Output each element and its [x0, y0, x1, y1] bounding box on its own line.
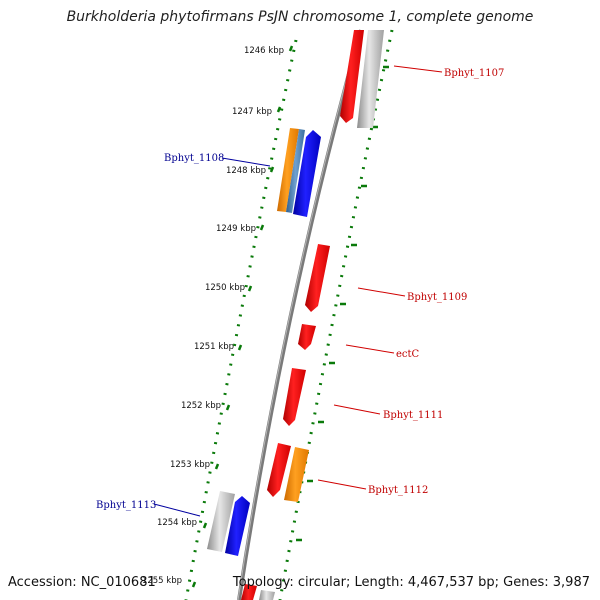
gene-block-rna-1108[interactable]	[277, 128, 299, 212]
gene-arrow-bphyt-1111[interactable]	[283, 368, 306, 426]
genome-backbone-highlight	[237, 29, 361, 600]
gene-arrow-bphyt-1108[interactable]	[293, 130, 321, 217]
ruler-tick	[225, 404, 231, 411]
ruler-tick-label: 1251 kbp	[194, 342, 234, 352]
ruler-tick	[288, 45, 294, 52]
gene-arrow-bphyt-1109[interactable]	[305, 244, 330, 312]
ruler-tick	[202, 522, 208, 529]
ruler-tick-label: 1252 kbp	[181, 401, 221, 411]
gene-block-pseudo-1113[interactable]	[207, 491, 235, 552]
gene-block-pseudo-bottom[interactable]	[259, 590, 275, 600]
ruler-tick	[259, 224, 265, 231]
label-leader-bphyt-1113	[153, 503, 201, 517]
gene-arrow-ectc[interactable]	[298, 324, 316, 350]
ruler-line-outer	[278, 29, 394, 600]
ruler-tick-label: 1249 kbp	[216, 224, 256, 234]
label-leader-bphyt-1109	[357, 287, 406, 297]
ruler-line-inner	[184, 39, 298, 600]
ruler-tick-label: 1254 kbp	[157, 518, 197, 528]
gene-label-bphyt-1112[interactable]: Bphyt_1112	[368, 485, 428, 496]
ruler-tick	[237, 344, 243, 351]
ruler-tick	[269, 166, 275, 173]
gene-block-rna-1112[interactable]	[284, 447, 309, 502]
ruler-tick	[191, 581, 197, 588]
gene-arrow-bphyt-1107[interactable]	[340, 30, 364, 123]
ruler-tick-label: 1255 kbp	[142, 576, 182, 586]
genome-backbone	[237, 29, 363, 600]
ruler-tick	[276, 106, 282, 113]
gene-label-bphyt-1113[interactable]: Bphyt_1113	[96, 500, 156, 511]
gene-arrow-partial-bottom[interactable]	[241, 584, 257, 600]
ruler-tick-label: 1253 kbp	[170, 460, 210, 470]
gene-label-bphyt-1108[interactable]: Bphyt_1108	[164, 153, 224, 164]
gene-label-bphyt-1107[interactable]: Bphyt_1107	[444, 68, 504, 79]
gene-label-bphyt-1111[interactable]: Bphyt_1111	[383, 410, 443, 421]
gene-arrow-bphyt-1112[interactable]	[267, 443, 291, 497]
ruler-tick	[214, 463, 220, 470]
label-leader-bphyt-1111	[333, 404, 381, 415]
ruler-tick-label: 1250 kbp	[205, 283, 245, 293]
gene-label-bphyt-1109[interactable]: Bphyt_1109	[407, 292, 467, 303]
map-title: Burkholderia phytofirmans PsJN chromosom…	[66, 9, 534, 25]
gene-block-steel-1108[interactable]	[286, 129, 305, 213]
topology-label: Topology: circular; Length: 4,467,537 bp…	[232, 575, 590, 590]
ruler-tick-label: 1246 kbp	[244, 46, 284, 56]
label-leader-ectc	[345, 344, 395, 354]
ruler-tick-label: 1248 kbp	[226, 166, 266, 176]
label-leader-bphyt-1112	[317, 479, 367, 490]
label-leader-bphyt-1108	[221, 157, 271, 167]
gene-arrow-bphyt-1113[interactable]	[225, 496, 250, 556]
gene-label-ectc[interactable]: ectC	[396, 349, 420, 360]
ruler-tick	[247, 285, 253, 292]
accession-label: Accession: NC_010681	[8, 575, 156, 590]
label-leader-bphyt-1107	[393, 65, 443, 73]
gene-block-pseudo-1107[interactable]	[357, 30, 384, 128]
ruler-tick-label: 1247 kbp	[232, 107, 272, 117]
